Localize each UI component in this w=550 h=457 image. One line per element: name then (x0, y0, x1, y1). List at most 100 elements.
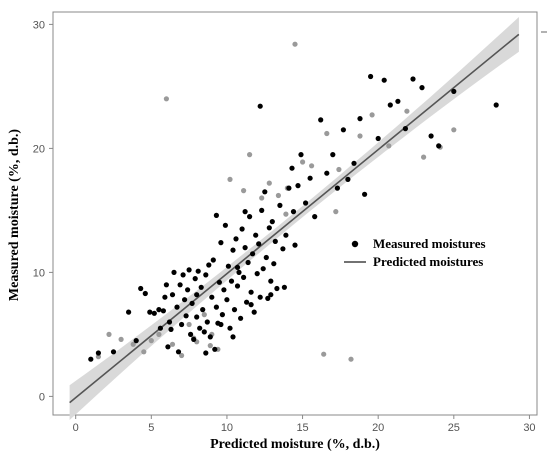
data-point (321, 351, 327, 357)
data-point (303, 200, 309, 206)
x-tick-label: 25 (448, 422, 460, 434)
data-point (182, 297, 188, 303)
data-point (318, 117, 324, 123)
data-point (160, 308, 166, 314)
data-point (241, 188, 247, 194)
data-point (147, 309, 153, 315)
data-point (351, 160, 357, 166)
data-point (201, 312, 207, 318)
data-point (404, 108, 410, 114)
data-point (281, 284, 287, 290)
data-point (194, 292, 200, 298)
data-point (298, 152, 304, 158)
regression-line-group (69, 33, 520, 404)
data-point (180, 272, 186, 278)
data-point (201, 329, 207, 335)
data-point (340, 127, 346, 133)
data-point (324, 170, 330, 176)
x-ticks-group: 0 5 10 15 20 25 30 (73, 415, 536, 434)
data-point (333, 209, 339, 215)
data-point (421, 154, 427, 160)
data-point (265, 295, 271, 301)
data-point (126, 309, 132, 315)
data-point (227, 325, 233, 331)
data-point (163, 96, 169, 102)
data-point (157, 325, 163, 331)
data-point (280, 246, 286, 252)
data-point (165, 344, 171, 350)
data-point (156, 331, 162, 337)
data-point (192, 276, 198, 282)
data-point (171, 269, 177, 275)
data-point (286, 185, 292, 191)
data-point (236, 269, 242, 275)
data-point (186, 267, 192, 273)
data-point (295, 183, 301, 189)
data-point (451, 88, 457, 94)
data-point (251, 309, 257, 315)
data-point (230, 247, 236, 253)
data-point (110, 349, 117, 355)
data-point (248, 289, 254, 295)
x-tick-label: 0 (73, 422, 79, 434)
data-point (95, 350, 101, 356)
data-point (368, 73, 374, 80)
data-point (357, 116, 363, 122)
data-point (169, 292, 176, 298)
data-point (395, 98, 401, 104)
data-point (253, 232, 259, 238)
data-point (191, 336, 197, 342)
data-point (227, 176, 233, 182)
data-point (271, 261, 277, 267)
data-point (194, 314, 200, 320)
legend-label-predicted: Predicted moistures (373, 254, 483, 269)
data-point (266, 225, 272, 231)
data-point (218, 321, 224, 328)
data-point (289, 165, 295, 171)
data-point (369, 112, 375, 118)
data-point (428, 133, 434, 139)
data-point (266, 180, 272, 186)
data-point (386, 143, 392, 149)
x-tick-label: 5 (148, 422, 154, 434)
data-point (334, 185, 340, 191)
data-point (188, 331, 194, 337)
data-point (207, 334, 213, 340)
data-point (151, 310, 157, 316)
data-point (88, 356, 94, 362)
y-tick-label: 30 (33, 19, 45, 31)
data-point (179, 321, 185, 328)
data-point (292, 242, 298, 248)
data-point (348, 356, 354, 362)
data-point (197, 325, 203, 331)
data-point (242, 245, 248, 251)
data-point (166, 319, 173, 325)
x-axis-title: Predicted moisture (%, d.b.) (210, 437, 380, 452)
legend-label-measured: Measured moistures (373, 236, 486, 251)
data-point (216, 279, 222, 285)
data-point (183, 313, 189, 319)
data-point (130, 341, 136, 347)
data-point (292, 41, 298, 47)
legend-dot-marker (351, 240, 359, 248)
data-point (268, 278, 274, 284)
data-point (200, 307, 206, 313)
data-point (169, 341, 176, 347)
data-point (221, 287, 227, 293)
data-point (234, 264, 241, 270)
data-point (179, 352, 185, 359)
regression-line (69, 33, 520, 404)
y-ticks-group: 0 10 20 30 (33, 19, 53, 403)
data-point (336, 166, 342, 173)
y-tick-label: 20 (33, 143, 45, 155)
data-point (204, 319, 210, 325)
data-point (324, 130, 330, 137)
data-point (247, 152, 253, 158)
x-tick-label: 15 (296, 422, 308, 434)
data-point (283, 211, 289, 217)
data-point (419, 85, 425, 91)
data-point (312, 214, 318, 220)
legend: Measured moistures Predicted moistures (344, 236, 486, 269)
data-point (257, 103, 263, 109)
data-point (206, 262, 212, 268)
